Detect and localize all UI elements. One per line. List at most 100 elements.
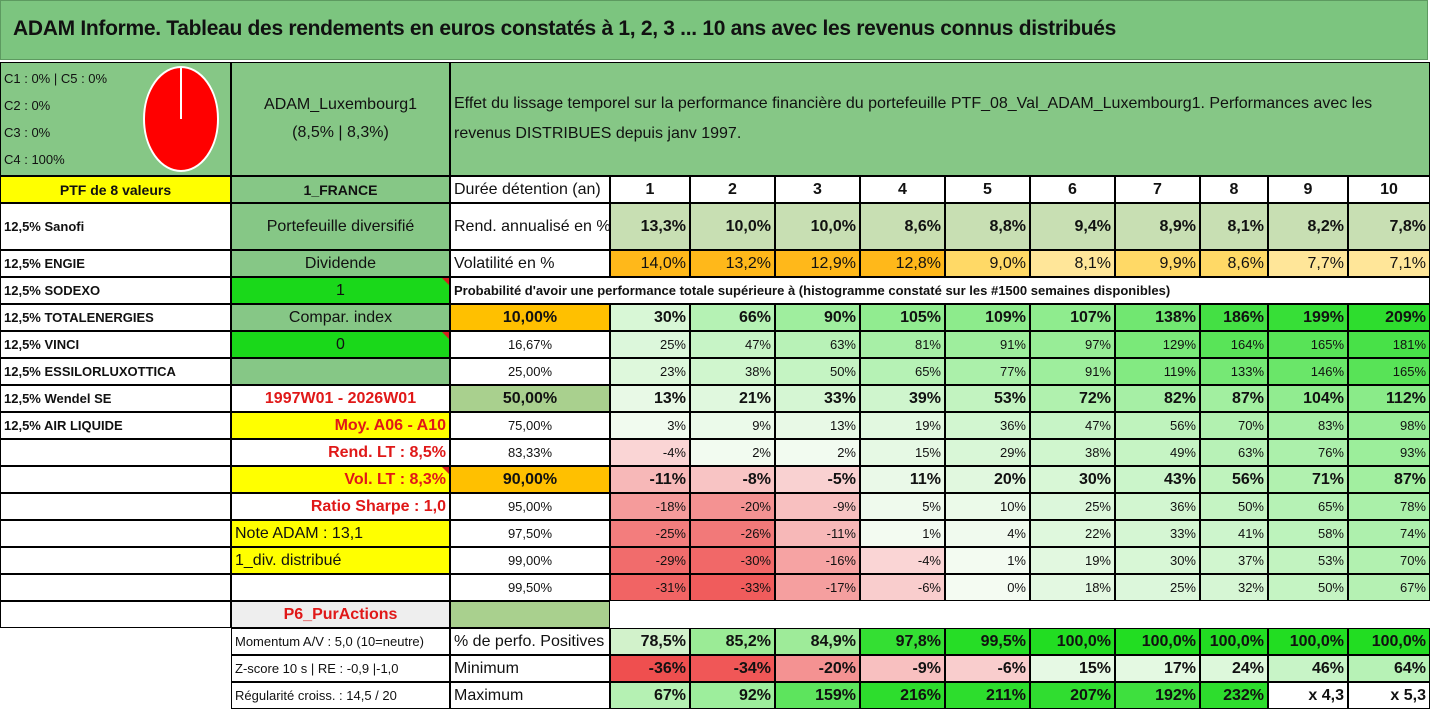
stat-value: x 4,3 bbox=[1268, 682, 1348, 709]
vol-value-text: 14,0% bbox=[640, 254, 686, 272]
prob-value-text: 2% bbox=[752, 445, 771, 460]
prob-value: 91% bbox=[1030, 358, 1115, 385]
stat-value: x 5,3 bbox=[1348, 682, 1430, 709]
prob-value-text: 4% bbox=[1007, 526, 1026, 541]
fund-name: ADAM_Luxembourg1 bbox=[264, 96, 417, 113]
prob-value-text: 105% bbox=[900, 308, 941, 326]
prob-value: 77% bbox=[945, 358, 1030, 385]
stat-value: -36% bbox=[610, 655, 690, 682]
rend-value: 9,4% bbox=[1030, 203, 1115, 250]
compar-value: 0 bbox=[231, 331, 450, 358]
prob-value-text: 36% bbox=[999, 418, 1026, 433]
prob-value: 165% bbox=[1268, 331, 1348, 358]
empty-left-cell bbox=[0, 547, 231, 574]
stat-label-text: Maximum bbox=[454, 686, 524, 704]
prob-value-text: -26% bbox=[740, 526, 771, 541]
p6-label-text: P6_PurActions bbox=[283, 605, 398, 623]
prob-value-text: 97% bbox=[1084, 337, 1111, 352]
prob-value: 209% bbox=[1348, 304, 1430, 331]
prob-value: 43% bbox=[1115, 466, 1200, 493]
stat-value: -9% bbox=[860, 655, 945, 682]
stat-value-text: -36% bbox=[648, 659, 686, 677]
stat-value-text: 17% bbox=[1163, 659, 1196, 677]
prob-value: 13% bbox=[775, 412, 860, 439]
moy-label: Moy. A06 - A10 bbox=[231, 412, 450, 439]
prob-value: 93% bbox=[1348, 439, 1430, 466]
pie-chart bbox=[143, 66, 219, 172]
prob-value-text: 19% bbox=[914, 418, 941, 433]
period-label: 1997W01 - 2026W01 bbox=[231, 385, 450, 412]
prob-value: 47% bbox=[690, 331, 775, 358]
prob-value: 78% bbox=[1348, 493, 1430, 520]
prob-value-text: -9% bbox=[832, 499, 856, 514]
prob-value: 164% bbox=[1200, 331, 1268, 358]
prob-value: -5% bbox=[775, 466, 860, 493]
prob-value: 119% bbox=[1115, 358, 1200, 385]
prob-value-text: -5% bbox=[827, 470, 856, 488]
prob-value-text: 1% bbox=[922, 526, 941, 541]
prob-value: 2% bbox=[775, 439, 860, 466]
stat-value-text: 15% bbox=[1078, 659, 1111, 677]
prob-value: 105% bbox=[860, 304, 945, 331]
prob-value-text: 47% bbox=[744, 337, 771, 352]
prob-threshold-text: 97,50% bbox=[507, 526, 553, 541]
prob-value-text: 53% bbox=[1317, 553, 1344, 568]
prob-value: -8% bbox=[690, 466, 775, 493]
year-header-text: 4 bbox=[898, 180, 907, 198]
prob-value: 63% bbox=[1200, 439, 1268, 466]
prob-value: 22% bbox=[1030, 520, 1115, 547]
description-box: Effet du lissage temporel sur la perform… bbox=[450, 62, 1430, 176]
prob-value: 1% bbox=[945, 547, 1030, 574]
prob-value: 2% bbox=[690, 439, 775, 466]
prob-value-text: 13% bbox=[829, 418, 856, 433]
prob-value-text: 129% bbox=[1162, 337, 1196, 352]
empty-left-cell bbox=[0, 601, 231, 628]
stat-value: 46% bbox=[1268, 655, 1348, 682]
prob-value: 66% bbox=[690, 304, 775, 331]
prob-value-text: 32% bbox=[1237, 580, 1264, 595]
prob-threshold-text: 25,00% bbox=[507, 364, 553, 379]
prob-value-text: 107% bbox=[1070, 308, 1111, 326]
prob-value: -20% bbox=[690, 493, 775, 520]
prob-value-text: 37% bbox=[1237, 553, 1264, 568]
prob-value: 15% bbox=[860, 439, 945, 466]
vol-value: 12,8% bbox=[860, 250, 945, 277]
legend-c2: C2 : 0% bbox=[4, 98, 51, 113]
rend-lt-label: Rend. LT : 8,5% bbox=[231, 439, 450, 466]
prob-value: 72% bbox=[1030, 385, 1115, 412]
prob-value-text: 30% bbox=[653, 308, 686, 326]
prob-value-text: -17% bbox=[825, 580, 856, 595]
year-header: 4 bbox=[860, 176, 945, 203]
prob-value-text: 38% bbox=[1084, 445, 1111, 460]
prob-value: 18% bbox=[1030, 574, 1115, 601]
rend-value: 7,8% bbox=[1348, 203, 1430, 250]
stat-value: 100,0% bbox=[1348, 628, 1430, 655]
prob-value-text: 3% bbox=[667, 418, 686, 433]
prob-value-text: 30% bbox=[1078, 470, 1111, 488]
sharpe-label-text: Ratio Sharpe : 1,0 bbox=[310, 497, 446, 515]
stat-value: 100,0% bbox=[1030, 628, 1115, 655]
stat-value: 192% bbox=[1115, 682, 1200, 709]
legend-c1c5: C1 : 0% | C5 : 0% bbox=[4, 71, 108, 86]
prob-threshold-text: 10,00% bbox=[502, 308, 558, 326]
stat-value-text: 207% bbox=[1070, 686, 1111, 704]
stat-value-text: -9% bbox=[912, 659, 941, 677]
prob-threshold: 25,00% bbox=[450, 358, 610, 385]
prob-value-text: 2% bbox=[837, 445, 856, 460]
title-bar: ADAM Informe. Tableau des rendements en … bbox=[0, 0, 1428, 60]
prob-value-text: 66% bbox=[738, 308, 771, 326]
year-header: 5 bbox=[945, 176, 1030, 203]
stat-value-text: 97,8% bbox=[895, 632, 941, 650]
prob-value: 36% bbox=[945, 412, 1030, 439]
prob-value-text: 138% bbox=[1155, 308, 1196, 326]
compar-value-text: 0 bbox=[336, 335, 345, 353]
prob-threshold-text: 95,00% bbox=[507, 499, 553, 514]
stat-indicator-text: Momentum A/V : 5,0 (10=neutre) bbox=[235, 634, 424, 649]
dividend-value: 1 bbox=[231, 277, 450, 304]
empty-left-cell bbox=[0, 574, 231, 601]
stat-label-text: % de perfo. Positives bbox=[454, 632, 605, 650]
prob-value-text: 11% bbox=[909, 470, 941, 488]
stat-value-text: 100,0% bbox=[1141, 632, 1196, 650]
prob-threshold: 97,50% bbox=[450, 520, 610, 547]
prob-value: 23% bbox=[610, 358, 690, 385]
